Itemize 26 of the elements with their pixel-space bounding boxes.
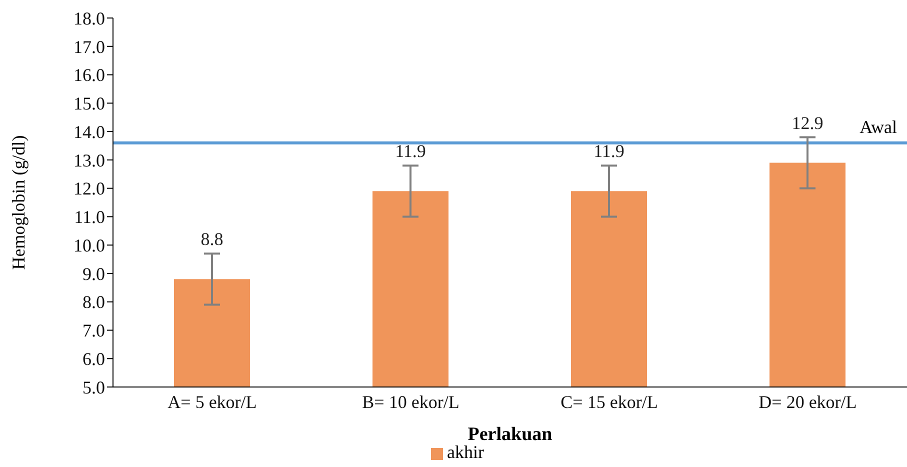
y-tick-label: 9.0 xyxy=(82,264,105,284)
y-tick-label: 8.0 xyxy=(82,292,105,312)
data-label: 11.9 xyxy=(395,141,426,162)
y-tick-label: 5.0 xyxy=(82,377,105,398)
y-tick-label: 14.0 xyxy=(74,122,105,142)
ref-line-label: Awal xyxy=(860,116,897,137)
x-tick-label: C= 15 ekor/L xyxy=(560,392,658,412)
y-tick-label: 17.0 xyxy=(74,36,105,57)
x-tick-label: D= 20 ekor/L xyxy=(758,392,857,412)
y-tick-label: 6.0 xyxy=(82,349,105,370)
y-tick-label: 15.0 xyxy=(74,94,105,114)
x-axis-title: Perlakuan xyxy=(468,424,553,445)
legend-label: akhir xyxy=(447,442,484,462)
y-tick-label: 12.0 xyxy=(74,178,105,199)
y-axis-title: Hemoglobin (g/dl) xyxy=(8,135,28,270)
y-tick-label: 16.0 xyxy=(74,65,105,86)
x-tick-label: A= 5 ekor/L xyxy=(168,392,257,412)
x-tick-label: B= 10 ekor/L xyxy=(362,392,460,412)
y-tick-label: 11.0 xyxy=(74,207,105,228)
y-tick-label: 13.0 xyxy=(74,150,105,170)
data-label: 8.8 xyxy=(200,229,224,250)
y-tick-label: 7.0 xyxy=(82,320,105,341)
y-tick-label: 18.0 xyxy=(74,8,105,28)
data-label: 12.9 xyxy=(792,112,824,133)
y-tick-label: 10.0 xyxy=(74,235,105,256)
data-label: 11.9 xyxy=(594,141,624,162)
